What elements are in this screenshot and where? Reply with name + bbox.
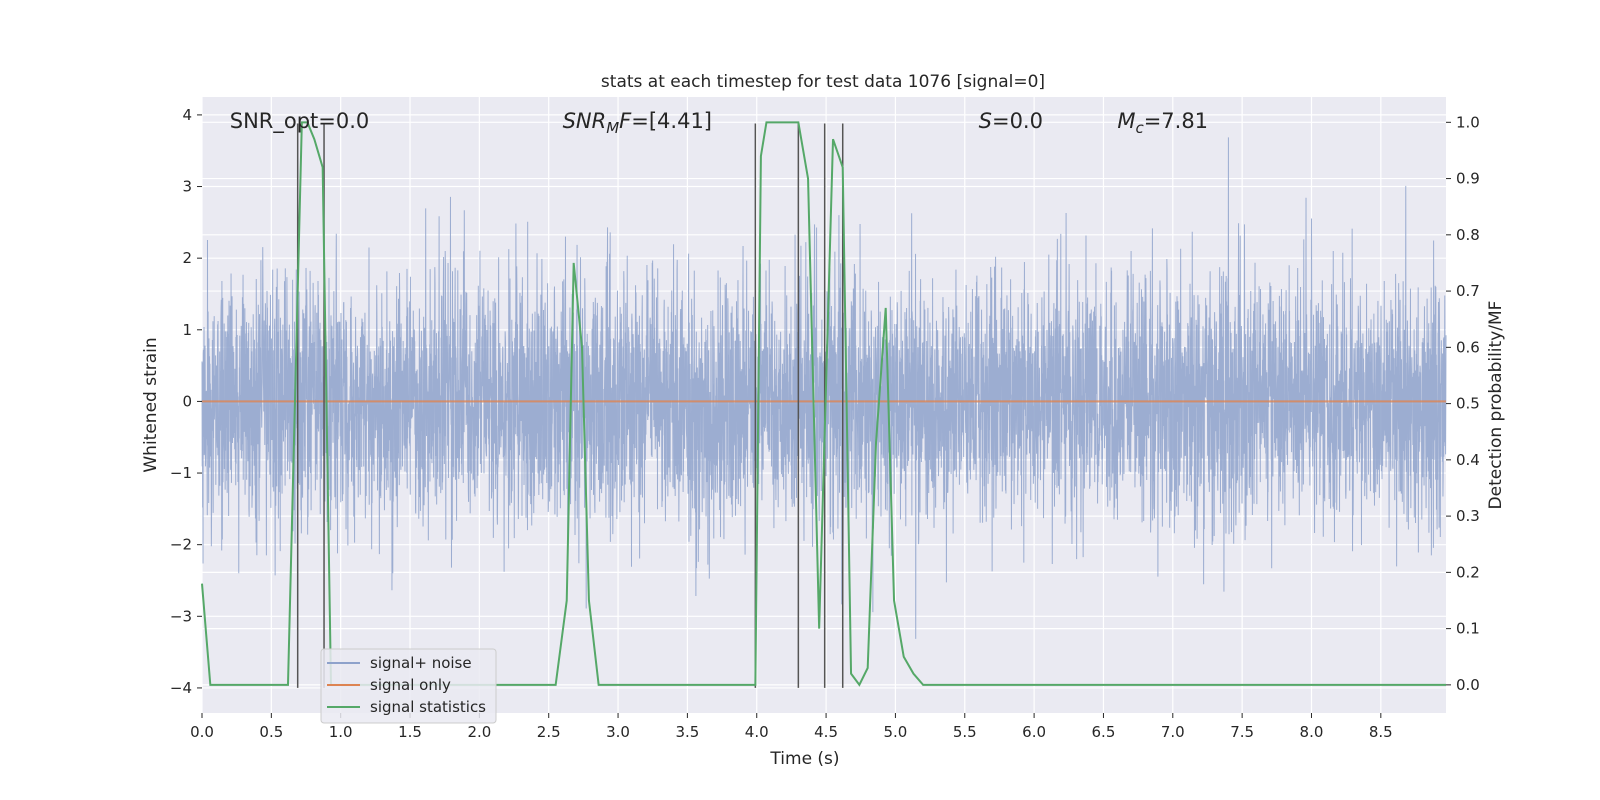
signal-statistics-line (201, 121, 1446, 687)
legend-label-statistics: signal statistics (370, 698, 486, 716)
y-right-tick-label: 0.7 (1456, 282, 1480, 300)
y-right-tick-label: 0.3 (1456, 507, 1480, 525)
y-left-tick-label: 2 (182, 249, 192, 267)
y-left-tick-label: 0 (182, 392, 192, 410)
x-tick-label: 6.0 (1022, 723, 1046, 741)
series-signal-statistics (201, 121, 1446, 687)
x-tick-label: 8.0 (1300, 723, 1324, 741)
y-axis-left-ticks: 4 3 2 1 0 −1 −2 −3 −4 (170, 106, 202, 697)
y-left-tick-label: 1 (182, 321, 192, 339)
annotation: S=0.0 (979, 109, 1043, 133)
y-right-tick-label: 0.0 (1456, 676, 1480, 694)
x-tick-label: 0.0 (190, 723, 214, 741)
y-right-tick-label: 1.0 (1456, 113, 1480, 131)
x-tick-label: 7.5 (1230, 723, 1254, 741)
x-tick-label: 2.5 (537, 723, 561, 741)
y-axis-right-label: Detection probability/MF (1486, 301, 1506, 510)
x-tick-label: 6.5 (1092, 723, 1116, 741)
y-right-tick-label: 0.6 (1456, 338, 1480, 356)
y-left-tick-label: 3 (182, 178, 192, 196)
x-tick-label: 7.0 (1161, 723, 1185, 741)
y-left-tick-label: 4 (182, 106, 192, 124)
chart-title: stats at each timestep for test data 107… (601, 72, 1045, 92)
x-tick-label: 4.0 (745, 723, 769, 741)
annotation: SNR_opt=0.0 (230, 109, 370, 134)
x-axis-ticks: 0.0 0.5 1.0 1.5 2.0 2.5 3.0 3.5 4.0 4.5 5.0 5.5 6.0 6… (190, 713, 1393, 741)
y-right-tick-label: 0.1 (1456, 620, 1480, 638)
y-right-tick-label: 0.4 (1456, 451, 1480, 469)
x-tick-label: 8.5 (1369, 723, 1393, 741)
legend: signal+ noise signal only signal statist… (320, 648, 497, 724)
x-tick-label: 2.0 (467, 723, 491, 741)
x-tick-label: 0.5 (259, 723, 283, 741)
x-tick-label: 1.5 (398, 723, 422, 741)
y-right-tick-label: 0.5 (1456, 395, 1480, 413)
y-axis-left-label: Whitened strain (141, 337, 161, 472)
x-tick-label: 1.0 (329, 723, 353, 741)
y-left-tick-label: −3 (170, 607, 192, 625)
x-tick-label: 4.5 (814, 723, 838, 741)
y-left-tick-label: −1 (170, 464, 192, 482)
y-right-tick-label: 0.2 (1456, 563, 1480, 581)
y-right-tick-label: 0.9 (1456, 170, 1480, 188)
y-left-tick-label: −4 (170, 679, 192, 697)
x-tick-label: 3.5 (675, 723, 699, 741)
annotation: SNRMF=[4.41] (563, 109, 712, 137)
y-left-tick-label: −2 (170, 536, 192, 554)
y-axis-right-ticks: 1.0 0.9 0.8 0.7 0.6 0.5 0.4 0.3 0.2 0.1 0.0 (1446, 113, 1480, 694)
legend-label-noise: signal+ noise (370, 654, 472, 672)
x-axis-label: Time (s) (769, 749, 839, 769)
legend-box (320, 648, 497, 724)
legend-label-signal-only: signal only (370, 676, 451, 694)
x-tick-label: 3.0 (606, 723, 630, 741)
annotations: SNR_opt=0.0 SNRMF=[4.41] S=0.0 Mc=7.81 (230, 109, 1208, 137)
y-right-tick-label: 0.8 (1456, 226, 1480, 244)
x-tick-label: 5.0 (883, 723, 907, 741)
annotation: Mc=7.81 (1117, 109, 1208, 137)
x-tick-label: 5.5 (953, 723, 977, 741)
